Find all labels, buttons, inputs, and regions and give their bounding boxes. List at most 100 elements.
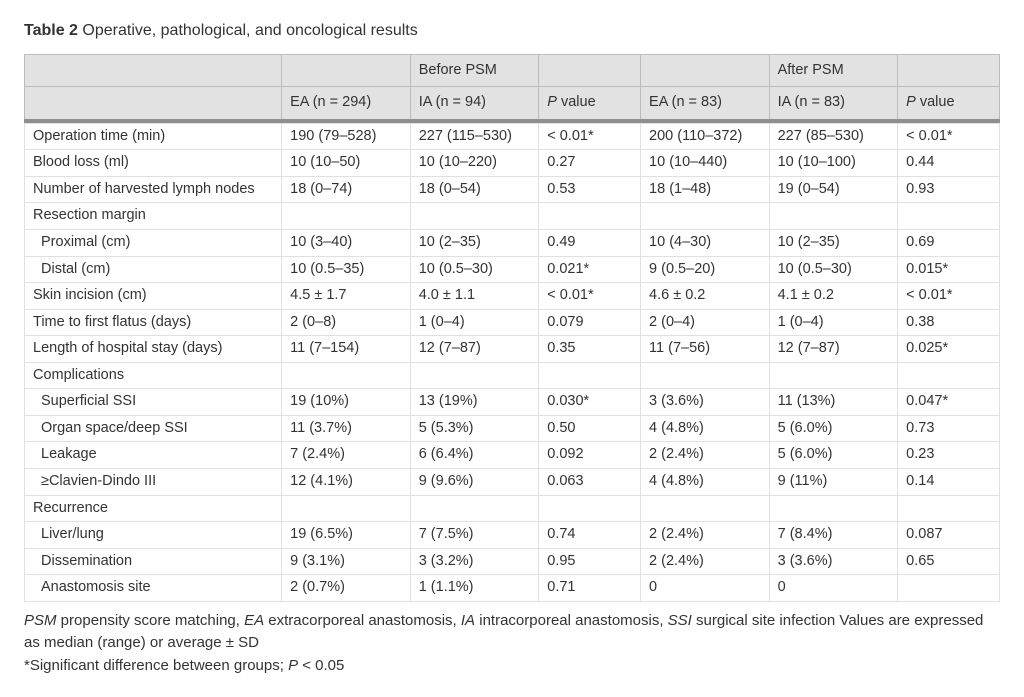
cell-ea2: 10 (10–440): [641, 150, 770, 177]
cell-ia2: [769, 362, 898, 389]
cell-ea1: 19 (10%): [282, 389, 411, 416]
cell-ia2: [769, 495, 898, 522]
cell-p2: 0.69: [898, 229, 1000, 256]
cell-ia1: 3 (3.2%): [410, 548, 539, 575]
cell-ea2: 11 (7–56): [641, 336, 770, 363]
cell-ea2: 2 (0–4): [641, 309, 770, 336]
cell-p1: 0.95: [539, 548, 641, 575]
cell-p1: < 0.01*: [539, 283, 641, 310]
cell-ia2: 9 (11%): [769, 469, 898, 496]
cell-ia2: 3 (3.6%): [769, 548, 898, 575]
header-ea2: EA (n = 83): [641, 87, 770, 121]
cell-ia2: 5 (6.0%): [769, 442, 898, 469]
cell-ea2: 9 (0.5–20): [641, 256, 770, 283]
row-label: Anastomosis site: [25, 575, 282, 602]
table-number: Table 2: [24, 22, 78, 39]
cell-ia1: 6 (6.4%): [410, 442, 539, 469]
table-row: Blood loss (ml) 10 (10–50) 10 (10–220)0.…: [25, 150, 1000, 177]
cell-p1: [539, 203, 641, 230]
cell-ea2: 4.6 ± 0.2: [641, 283, 770, 310]
cell-ea1: 12 (4.1%): [282, 469, 411, 496]
header-row-groups: Before PSM After PSM: [25, 54, 1000, 87]
cell-p1: 0.35: [539, 336, 641, 363]
row-label: Proximal (cm): [25, 229, 282, 256]
cell-p2: 0.047*: [898, 389, 1000, 416]
cell-ia1: [410, 203, 539, 230]
table-row: Recurrence: [25, 495, 1000, 522]
cell-ea1: 10 (3–40): [282, 229, 411, 256]
cell-ia1: 1 (1.1%): [410, 575, 539, 602]
cell-ia2: [769, 203, 898, 230]
row-label: Number of harvested lymph nodes: [25, 176, 282, 203]
row-label: Time to first flatus (days): [25, 309, 282, 336]
cell-ia1: 12 (7–87): [410, 336, 539, 363]
cell-ia1: 10 (0.5–30): [410, 256, 539, 283]
cell-ea1: [282, 362, 411, 389]
cell-ea1: 11 (3.7%): [282, 415, 411, 442]
table-caption: Operative, pathological, and oncological…: [78, 22, 418, 39]
cell-p2: < 0.01*: [898, 283, 1000, 310]
row-label: Dissemination: [25, 548, 282, 575]
cell-p2: 0.65: [898, 548, 1000, 575]
table-row: Resection margin: [25, 203, 1000, 230]
cell-ia2: 4.1 ± 0.2: [769, 283, 898, 310]
table-footnote: PSM propensity score matching, EA extrac…: [24, 610, 1000, 678]
cell-ea2: 2 (2.4%): [641, 548, 770, 575]
row-label: Blood loss (ml): [25, 150, 282, 177]
cell-ia1: 4.0 ± 1.1: [410, 283, 539, 310]
cell-p1: 0.063: [539, 469, 641, 496]
cell-ia2: 5 (6.0%): [769, 415, 898, 442]
table-row: Operation time (min)190 (79–528)227 (115…: [25, 123, 1000, 150]
table-row: Anastomosis site 2 (0.7%) 1 (1.1%) 0.71 …: [25, 575, 1000, 602]
cell-p1: 0.092: [539, 442, 641, 469]
cell-ea1: 11 (7–154): [282, 336, 411, 363]
table-row: Time to first flatus (days) 2 (0–8) 1 (0…: [25, 309, 1000, 336]
cell-ea1: 19 (6.5%): [282, 522, 411, 549]
cell-ia2: 0: [769, 575, 898, 602]
cell-ia2: 19 (0–54): [769, 176, 898, 203]
cell-ia1: 227 (115–530): [410, 123, 539, 150]
cell-p1: [539, 362, 641, 389]
cell-ea2: [641, 362, 770, 389]
cell-ea2: 18 (1–48): [641, 176, 770, 203]
results-table: Before PSM After PSM EA (n = 294) IA (n …: [24, 54, 1000, 602]
row-label: Distal (cm): [25, 256, 282, 283]
table-row: Distal (cm) 10 (0.5–35) 10 (0.5–30) 0.02…: [25, 256, 1000, 283]
table-row: Complications: [25, 362, 1000, 389]
row-label: Length of hospital stay (days): [25, 336, 282, 363]
header-p1: P value: [539, 87, 641, 121]
cell-p1: 0.030*: [539, 389, 641, 416]
cell-ea2: 4 (4.8%): [641, 415, 770, 442]
cell-p1: < 0.01*: [539, 123, 641, 150]
cell-p1: 0.74: [539, 522, 641, 549]
cell-p2: 0.73: [898, 415, 1000, 442]
cell-ia2: 10 (0.5–30): [769, 256, 898, 283]
cell-p2: 0.44: [898, 150, 1000, 177]
row-label: Operation time (min): [25, 123, 282, 150]
cell-ia2: 7 (8.4%): [769, 522, 898, 549]
table-row: Skin incision (cm) 4.5 ± 1.7 4.0 ± 1.1 <…: [25, 283, 1000, 310]
row-label: Complications: [25, 362, 282, 389]
table-row: Leakage 7 (2.4%) 6 (6.4%) 0.092 2 (2.4%)…: [25, 442, 1000, 469]
cell-ia1: 10 (2–35): [410, 229, 539, 256]
cell-ia1: 5 (5.3%): [410, 415, 539, 442]
cell-p2: [898, 362, 1000, 389]
cell-ia2: 10 (2–35): [769, 229, 898, 256]
table-row: ≥Clavien-Dindo III 12 (4.1%) 9 (9.6%) 0.…: [25, 469, 1000, 496]
cell-ia1: 7 (7.5%): [410, 522, 539, 549]
cell-p2: < 0.01*: [898, 123, 1000, 150]
cell-ia1: [410, 495, 539, 522]
header-ea1: EA (n = 294): [282, 87, 411, 121]
table-title: Table 2 Operative, pathological, and onc…: [24, 20, 1000, 42]
header-p2: P value: [898, 87, 1000, 121]
row-label: Superficial SSI: [25, 389, 282, 416]
cell-ia1: 13 (19%): [410, 389, 539, 416]
cell-p1: 0.53: [539, 176, 641, 203]
cell-ia1: 18 (0–54): [410, 176, 539, 203]
header-ia2: IA (n = 83): [769, 87, 898, 121]
cell-ea1: 2 (0–8): [282, 309, 411, 336]
cell-ia2: 12 (7–87): [769, 336, 898, 363]
header-ia1: IA (n = 94): [410, 87, 539, 121]
cell-p1: 0.021*: [539, 256, 641, 283]
cell-ea2: [641, 495, 770, 522]
